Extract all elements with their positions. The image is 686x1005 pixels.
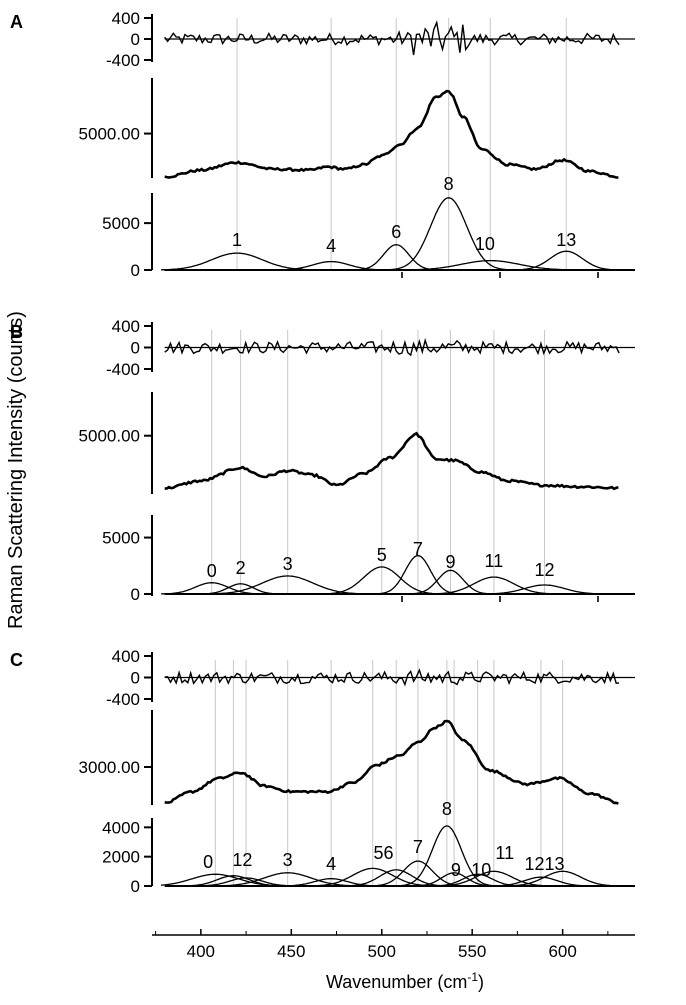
panel-letter-a: A bbox=[10, 12, 23, 32]
peak-label: 12 bbox=[535, 560, 555, 580]
x-tick-label: 550 bbox=[458, 942, 486, 961]
peak-label: 10 bbox=[471, 860, 491, 880]
component-peak-7 bbox=[371, 860, 465, 887]
peak-label: 7 bbox=[413, 837, 423, 857]
y-tick-label: 400 bbox=[112, 9, 140, 28]
x-tick-label: 400 bbox=[187, 942, 215, 961]
peak-label: 6 bbox=[391, 222, 401, 242]
spectrum-trace bbox=[164, 89, 619, 179]
peak-label: 0 bbox=[207, 561, 217, 581]
y-tick-label: 2000 bbox=[102, 848, 140, 867]
component-peak-6 bbox=[430, 576, 558, 595]
x-axis-label-close: ) bbox=[478, 972, 484, 992]
y-tick-label: 5000 bbox=[102, 214, 140, 233]
component-peak-9 bbox=[413, 872, 495, 887]
x-tick-label: 600 bbox=[548, 942, 576, 961]
y-tick-label: 0 bbox=[131, 261, 140, 280]
component-peak-1 bbox=[181, 875, 285, 887]
y-tick-label: 0 bbox=[131, 877, 140, 896]
component-peak-4 bbox=[377, 554, 459, 595]
y-tick-label: 0 bbox=[131, 30, 140, 49]
peak-label: 0 bbox=[203, 852, 213, 872]
x-axis-label-sup: -1 bbox=[467, 970, 478, 984]
component-peak-5 bbox=[514, 250, 619, 271]
x-tick-label: 450 bbox=[277, 942, 305, 961]
peak-label: 10 bbox=[475, 234, 495, 254]
plots-layer bbox=[144, 14, 635, 936]
component-peak-3 bbox=[390, 197, 507, 271]
y-tick-label: 400 bbox=[112, 647, 140, 666]
spectrum-trace bbox=[164, 719, 619, 805]
component-peak-4 bbox=[397, 259, 583, 271]
y-axis-label: Raman Scattering Intensity (counts) bbox=[5, 311, 27, 629]
component-peak-7 bbox=[480, 584, 609, 595]
peak-label: 12 bbox=[232, 850, 252, 870]
y-tick-label: 5000 bbox=[102, 529, 140, 548]
component-peak-8 bbox=[400, 825, 494, 887]
y-tick-label: 4000 bbox=[102, 818, 140, 837]
peak-label: 8 bbox=[442, 799, 452, 819]
component-peak-2 bbox=[355, 244, 437, 271]
peak-label: 56 bbox=[374, 843, 394, 863]
spectrum-trace bbox=[164, 431, 619, 491]
y-tick-label: 400 bbox=[112, 317, 140, 336]
peak-label: 1 bbox=[232, 230, 242, 250]
component-peak-5 bbox=[309, 867, 437, 887]
component-peak-1 bbox=[273, 260, 388, 271]
guide-lines-layer bbox=[211, 18, 567, 886]
component-peak-3 bbox=[212, 872, 362, 887]
panel-letter-b: B bbox=[10, 322, 23, 342]
peak-label: 7 bbox=[413, 539, 423, 559]
peak-label: 9 bbox=[445, 552, 455, 572]
peak-label: 8 bbox=[444, 174, 454, 194]
peak-label: 9 bbox=[451, 860, 461, 880]
x-tick-label: 500 bbox=[368, 942, 396, 961]
component-peak-3 bbox=[323, 566, 440, 595]
peak-label: 11 bbox=[485, 551, 504, 571]
y-tick-label: 0 bbox=[131, 585, 140, 604]
y-tick-label: -400 bbox=[106, 360, 140, 379]
component-peak-0 bbox=[161, 252, 318, 271]
peak-label: 3 bbox=[283, 554, 293, 574]
y-tick-label: 5000.00 bbox=[79, 125, 140, 144]
component-peak-11 bbox=[436, 870, 552, 887]
residual-trace bbox=[164, 668, 620, 687]
component-peak-5 bbox=[409, 569, 492, 595]
y-tick-label: 5000.00 bbox=[79, 427, 140, 446]
peak-label: 4 bbox=[326, 854, 336, 874]
peak-label: 13 bbox=[556, 230, 576, 250]
y-tick-label: 0 bbox=[131, 339, 140, 358]
y-tick-label: 0 bbox=[131, 669, 140, 688]
peak-label: 5 bbox=[377, 545, 387, 565]
text-layer: ABC4000-4005000.00500004000-4005000.0050… bbox=[10, 9, 577, 961]
component-peak-6 bbox=[344, 869, 449, 887]
peak-label: 3 bbox=[283, 850, 293, 870]
peak-label: 1213 bbox=[525, 854, 565, 874]
component-peak-1 bbox=[200, 583, 280, 595]
y-tick-label: -400 bbox=[106, 690, 140, 709]
component-peak-0 bbox=[161, 582, 263, 595]
peak-label: 2 bbox=[236, 558, 246, 578]
peak-label: 4 bbox=[326, 236, 336, 256]
component-peak-12 bbox=[488, 876, 593, 887]
peak-label: 11 bbox=[495, 843, 514, 863]
x-axis-label-main: Wavenumber (cm bbox=[326, 972, 467, 992]
y-tick-label: -400 bbox=[106, 51, 140, 70]
x-axis-label: Wavenumber (cm-1) bbox=[326, 970, 484, 992]
component-peak-13 bbox=[504, 870, 621, 887]
panel-letter-c: C bbox=[10, 650, 23, 670]
y-tick-label: 3000.00 bbox=[79, 758, 140, 777]
component-peak-2 bbox=[193, 877, 297, 887]
component-peak-4 bbox=[278, 878, 382, 887]
